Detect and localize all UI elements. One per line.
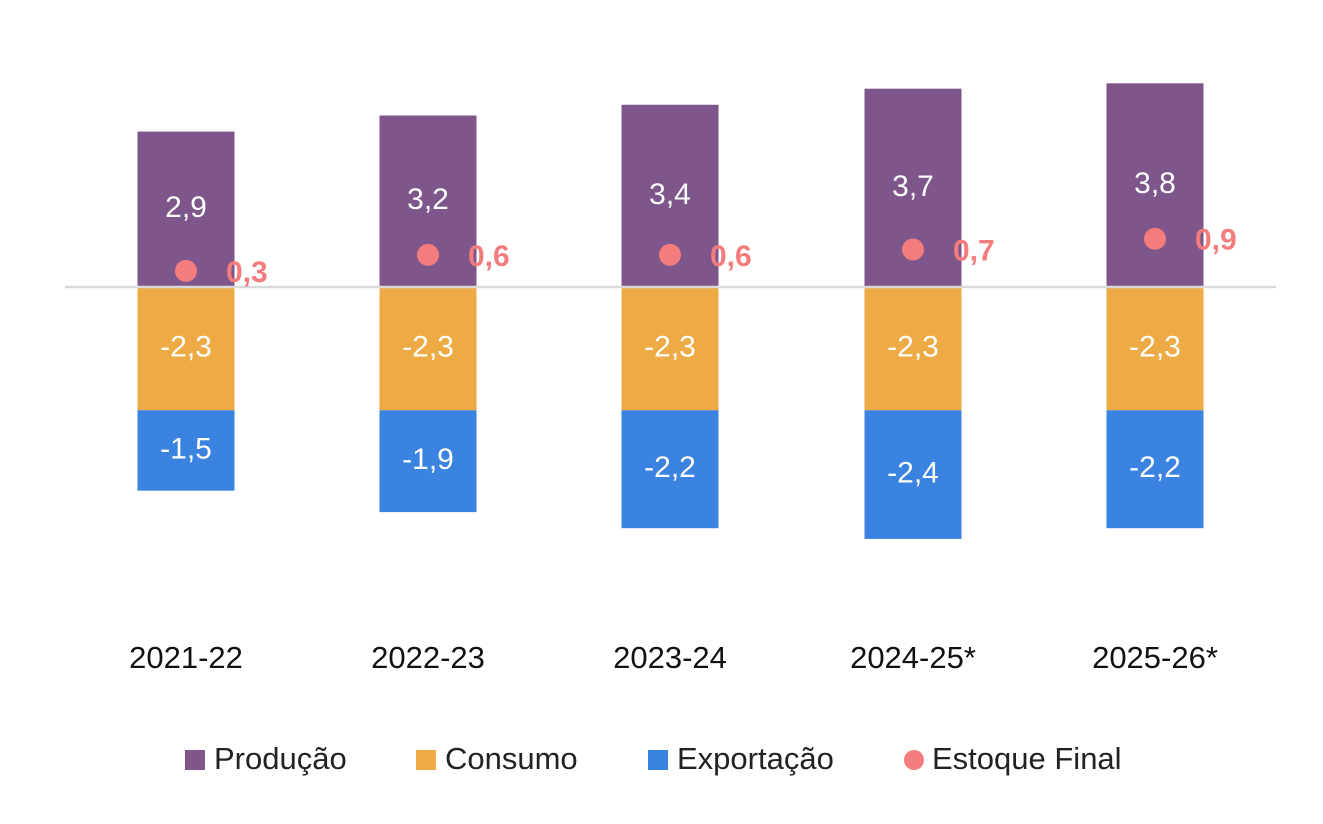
x-tick-label: 2025-26* <box>1092 640 1218 675</box>
x-tick-label: 2022-23 <box>371 640 485 675</box>
bar-label-exportação-2023-24: -2,2 <box>644 451 696 484</box>
bar-consumo-2023-24 <box>621 287 719 411</box>
bar-exportação-2024-25* <box>864 410 962 539</box>
bar-produção-2025-26* <box>1106 83 1204 287</box>
bar-label-consumo-2024-25*: -2,3 <box>887 331 939 364</box>
marker-estoque-2022-23 <box>417 243 439 266</box>
bar-label-produção-2021-22: 2,9 <box>165 191 207 224</box>
bar-exportação-2022-23 <box>379 410 477 513</box>
markers-layer: 0,3 0,6 0,6 0,7 0,9 <box>175 224 1237 289</box>
legend-label-estoque final: Estoque Final <box>932 741 1122 776</box>
bar-exportação-2023-24 <box>621 410 719 529</box>
marker-estoque-2025-26* <box>1144 227 1166 250</box>
legend-label-exportação: Exportação <box>677 741 834 776</box>
bar-consumo-2025-26* <box>1106 287 1204 411</box>
bar-exportação-2025-26* <box>1106 410 1204 529</box>
bar-label-consumo-2022-23: -2,3 <box>402 331 454 364</box>
marker-estoque-2023-24 <box>659 243 681 266</box>
bar-label-consumo-2023-24: -2,3 <box>644 331 696 364</box>
bar-consumo-2024-25* <box>864 287 962 411</box>
legend-swatch-exportação <box>648 750 668 770</box>
bar-labels-layer: 2,9 -2,3 -1,5 3,2 -2,3 -1,9 3,4 -2,3 -2,2 3,7 -2,3… <box>160 167 1181 489</box>
marker-label-estoque-2022-23: 0,6 <box>468 240 510 273</box>
legend-label-produção: Produção <box>214 741 347 776</box>
x-tick-label: 2024-25* <box>850 640 976 675</box>
x-tick-label: 2021-22 <box>129 640 243 675</box>
marker-estoque-2021-22 <box>175 259 197 282</box>
x-tick-label: 2023-24 <box>613 640 727 675</box>
marker-label-estoque-2025-26*: 0,9 <box>1195 224 1237 257</box>
bar-label-produção-2023-24: 3,4 <box>649 178 691 211</box>
marker-estoque-2024-25* <box>902 238 924 261</box>
bar-consumo-2021-22 <box>137 287 235 411</box>
bar-exportação-2021-22 <box>137 410 235 491</box>
bar-label-exportação-2022-23: -1,9 <box>402 443 454 476</box>
legend-swatch-produção <box>185 750 205 770</box>
bar-label-consumo-2021-22: -2,3 <box>160 331 212 364</box>
bar-label-exportação-2021-22: -1,5 <box>160 432 212 465</box>
marker-label-estoque-2021-22: 0,3 <box>226 256 268 289</box>
bar-label-consumo-2025-26*: -2,3 <box>1129 331 1181 364</box>
bar-label-exportação-2025-26*: -2,2 <box>1129 451 1181 484</box>
category-labels: 2021-22 2022-23 2023-24 2024-25* 2025-26* <box>129 640 1218 675</box>
bar-label-produção-2022-23: 3,2 <box>407 183 449 216</box>
legend-swatch-estoque final <box>904 750 924 770</box>
legend-label-consumo: Consumo <box>445 741 578 776</box>
bar-label-produção-2025-26*: 3,8 <box>1134 167 1176 200</box>
bar-label-produção-2024-25*: 3,7 <box>892 170 934 203</box>
legend: Produção Consumo Exportação Estoque Final <box>185 741 1122 776</box>
legend-swatch-consumo <box>416 750 436 770</box>
bar-consumo-2022-23 <box>379 287 477 411</box>
marker-label-estoque-2024-25*: 0,7 <box>953 234 995 267</box>
marker-label-estoque-2023-24: 0,6 <box>710 240 752 273</box>
bar-label-exportação-2024-25*: -2,4 <box>887 457 939 490</box>
